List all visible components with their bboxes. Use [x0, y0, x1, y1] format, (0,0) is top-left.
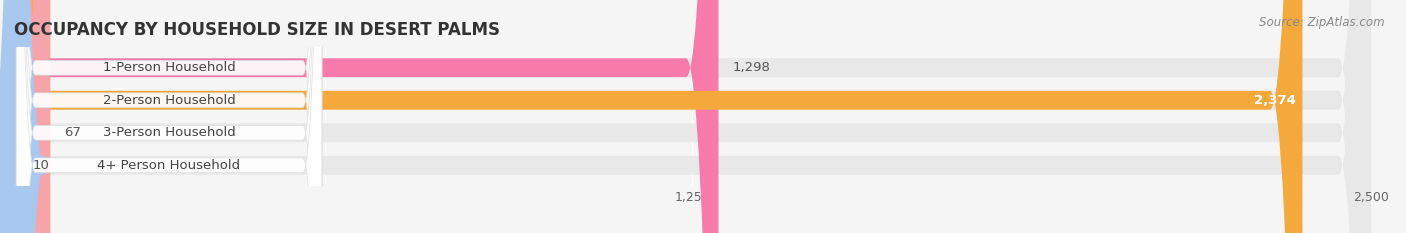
FancyBboxPatch shape	[14, 0, 718, 233]
Text: 1,298: 1,298	[733, 61, 770, 74]
FancyBboxPatch shape	[0, 0, 46, 233]
FancyBboxPatch shape	[17, 0, 322, 233]
FancyBboxPatch shape	[17, 0, 322, 233]
Text: 2,374: 2,374	[1254, 94, 1296, 107]
FancyBboxPatch shape	[17, 0, 322, 233]
FancyBboxPatch shape	[14, 0, 1302, 233]
FancyBboxPatch shape	[14, 0, 1371, 233]
Text: OCCUPANCY BY HOUSEHOLD SIZE IN DESERT PALMS: OCCUPANCY BY HOUSEHOLD SIZE IN DESERT PA…	[14, 21, 501, 39]
Text: Source: ZipAtlas.com: Source: ZipAtlas.com	[1260, 16, 1385, 29]
FancyBboxPatch shape	[14, 0, 51, 233]
FancyBboxPatch shape	[14, 0, 1371, 233]
Text: 2-Person Household: 2-Person Household	[103, 94, 235, 107]
FancyBboxPatch shape	[17, 0, 322, 233]
FancyBboxPatch shape	[14, 0, 1371, 233]
FancyBboxPatch shape	[14, 0, 1371, 233]
Text: 67: 67	[65, 126, 82, 139]
Text: 1-Person Household: 1-Person Household	[103, 61, 235, 74]
Text: 10: 10	[34, 159, 51, 172]
Text: 4+ Person Household: 4+ Person Household	[97, 159, 240, 172]
Text: 3-Person Household: 3-Person Household	[103, 126, 235, 139]
